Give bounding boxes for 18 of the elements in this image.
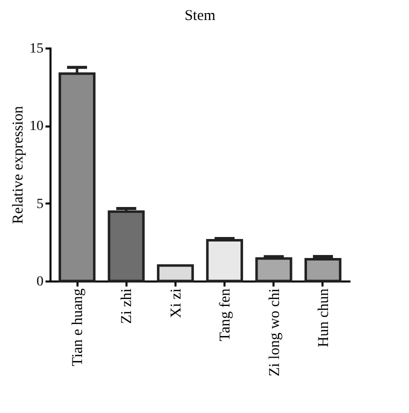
x-tick-label: Tian e huang — [70, 288, 86, 366]
y-tick-label: 0 — [36, 274, 44, 290]
y-tick-label: 10 — [30, 119, 44, 134]
bar — [108, 210, 145, 282]
bar — [156, 264, 194, 282]
y-tick-label: 15 — [30, 42, 44, 56]
bar — [206, 239, 244, 282]
x-tick-label: Hun chun — [316, 288, 332, 348]
x-tick-label: Xi zi — [168, 288, 184, 318]
x-tick-label: Zi long wo chi — [266, 288, 283, 376]
x-tick-label: Zi zhi — [119, 288, 136, 324]
y-axis-title: Relative expression — [10, 106, 26, 224]
chart-title: Stem — [184, 8, 216, 24]
x-tick-label: Tang fen — [218, 288, 234, 342]
bar — [255, 257, 292, 282]
bar — [58, 72, 96, 282]
y-tick-label: 5 — [36, 196, 44, 212]
bar — [304, 258, 342, 282]
